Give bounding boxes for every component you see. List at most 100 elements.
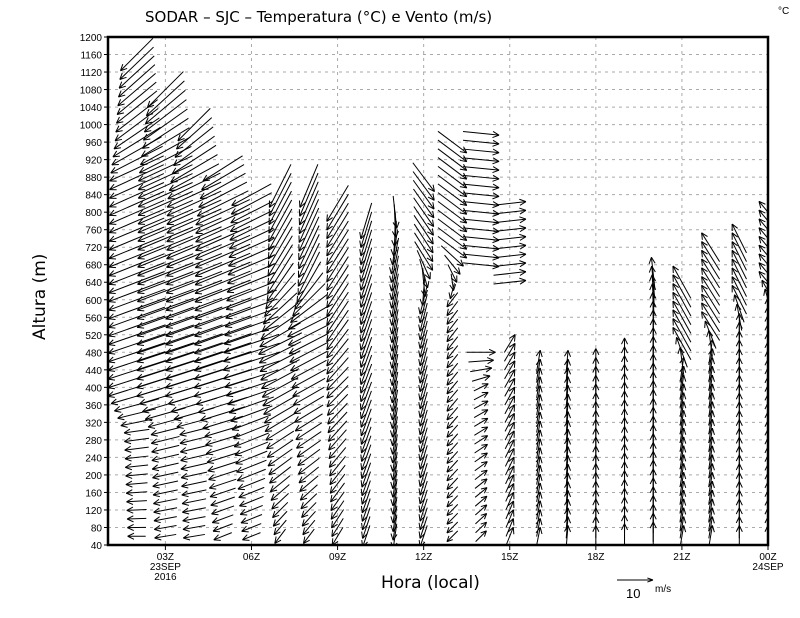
vector-head	[136, 356, 143, 363]
vector-head	[652, 459, 657, 467]
vector-head	[735, 507, 740, 515]
vector-head	[624, 523, 629, 531]
vector-head	[108, 292, 116, 295]
vector-head	[418, 376, 421, 384]
vector-head	[166, 244, 172, 251]
wind-vector	[112, 126, 161, 158]
wind-vector	[260, 359, 300, 381]
vector-head	[165, 339, 172, 346]
vector-shaft	[708, 516, 713, 539]
vector-head	[492, 169, 500, 174]
wind-vector	[137, 244, 194, 269]
vector-head	[223, 347, 230, 354]
vector-head	[359, 300, 362, 308]
vector-shaft	[701, 293, 721, 324]
vector-head	[389, 421, 393, 429]
vector-head	[419, 463, 426, 470]
wind-vector	[291, 368, 327, 389]
vector-head	[274, 539, 282, 544]
vector-head	[418, 384, 421, 392]
vector-shaft	[126, 500, 147, 503]
vector-head	[326, 312, 334, 317]
vector-head	[328, 455, 336, 460]
wind-vector	[141, 117, 189, 149]
vector-head	[389, 292, 393, 300]
vector-head	[153, 498, 160, 505]
vector-head	[326, 408, 331, 416]
vector-shaft	[165, 351, 223, 372]
vector-head	[446, 381, 454, 386]
vector-shaft	[137, 217, 194, 242]
wind-vector	[446, 504, 459, 517]
vector-head	[239, 500, 245, 507]
vector-shaft	[360, 336, 373, 368]
vector-head	[389, 301, 393, 309]
vector-shaft	[565, 437, 569, 460]
wind-vector	[418, 498, 428, 522]
vector-head	[182, 520, 190, 524]
vector-head	[419, 377, 426, 384]
vector-head	[142, 406, 148, 413]
wind-vector	[389, 300, 399, 335]
wind-vector	[269, 475, 291, 493]
vector-head	[592, 357, 597, 364]
vector-head	[595, 489, 600, 497]
reference-vector-head	[647, 577, 654, 581]
vector-head	[263, 413, 271, 415]
vector-head	[260, 332, 265, 340]
vector-head	[432, 184, 435, 192]
vector-head	[108, 235, 115, 242]
vector-shaft	[536, 456, 541, 476]
vector-shaft	[326, 229, 349, 265]
vector-shaft	[474, 443, 488, 454]
wind-vector	[446, 459, 459, 473]
vector-shaft	[299, 484, 318, 501]
vector-head	[151, 442, 159, 446]
vector-head	[453, 270, 461, 275]
wind-vector	[229, 209, 273, 232]
vector-head	[268, 237, 275, 243]
wind-vector	[153, 524, 177, 532]
wind-vector	[137, 279, 194, 303]
vector-head	[508, 386, 515, 392]
vector-shaft	[672, 309, 692, 343]
vector-head	[226, 300, 234, 302]
vector-head	[446, 422, 450, 429]
y-tick-label: 880	[85, 173, 102, 184]
wind-vector	[125, 489, 148, 497]
vector-head	[326, 231, 328, 239]
vector-head	[109, 175, 115, 182]
vector-shaft	[504, 413, 515, 432]
wind-vector	[224, 316, 279, 337]
vector-head	[390, 464, 394, 472]
wind-vector	[446, 345, 459, 360]
vector-head	[194, 262, 201, 268]
vector-head	[735, 348, 740, 356]
vector-head	[150, 429, 157, 436]
vector-head	[446, 343, 449, 351]
vector-head	[194, 330, 200, 337]
vector-head	[297, 463, 305, 467]
vector-head	[239, 508, 246, 515]
wind-vector	[225, 298, 278, 320]
vector-shaft	[230, 192, 272, 215]
vector-column	[258, 164, 302, 544]
vector-head	[265, 433, 270, 441]
wind-vector	[326, 393, 349, 416]
wind-vector	[731, 267, 747, 297]
vector-head	[392, 474, 398, 481]
vector-head	[359, 291, 362, 299]
vector-head	[683, 401, 687, 409]
wind-vector	[108, 306, 166, 329]
vector-shaft	[446, 530, 459, 542]
vector-head	[481, 435, 488, 437]
vector-shaft	[267, 253, 294, 294]
vector-shaft	[679, 374, 685, 400]
vector-head	[301, 510, 305, 518]
vector-shaft	[290, 294, 328, 323]
wind-vector	[412, 162, 435, 192]
vector-shaft	[651, 265, 656, 299]
wind-vector	[208, 478, 237, 490]
vector-shaft	[267, 217, 293, 260]
vector-head	[711, 374, 715, 382]
